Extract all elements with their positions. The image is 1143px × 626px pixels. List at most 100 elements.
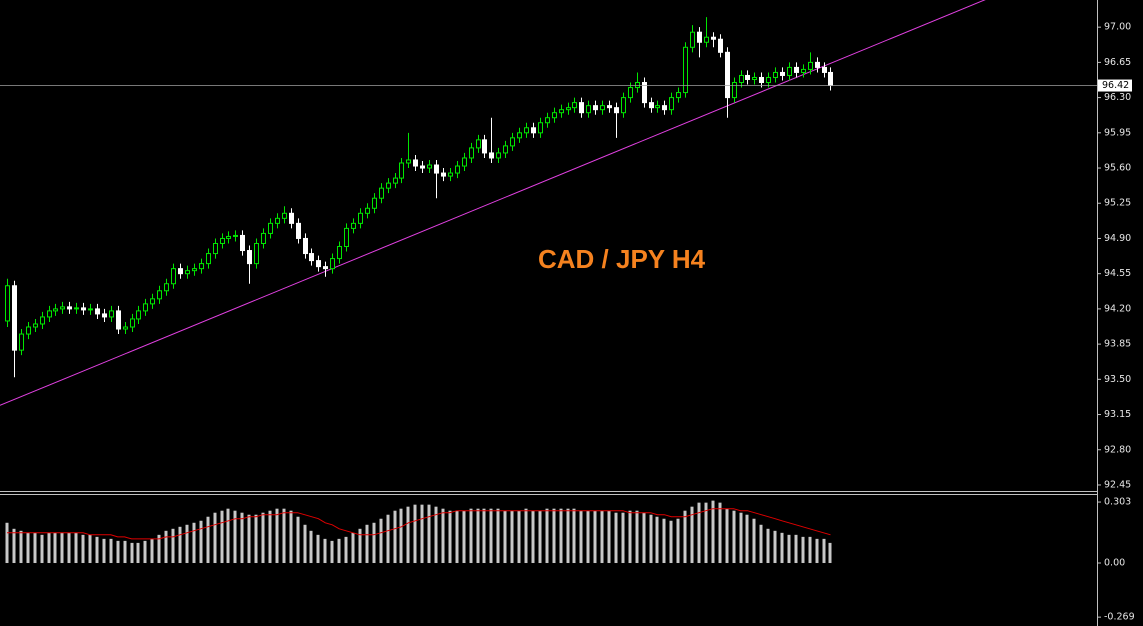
histogram-bar [752, 518, 756, 564]
candle-body [136, 310, 141, 320]
y-tick-label: 95.25 [1104, 198, 1131, 209]
candle-body [462, 157, 467, 167]
trendline [0, 0, 986, 406]
candle-body [676, 92, 681, 99]
candle-body [109, 310, 114, 318]
histogram-bar [81, 534, 85, 564]
histogram-bar [455, 510, 459, 564]
histogram-bar [524, 508, 528, 564]
candle-body [220, 237, 225, 244]
histogram-bar [649, 514, 653, 564]
histogram-bar [220, 510, 224, 564]
candle-body [718, 38, 723, 53]
histogram-bar [828, 542, 832, 564]
histogram-bar [47, 532, 51, 564]
candle-body [496, 152, 501, 159]
histogram-bar [316, 534, 320, 564]
histogram-bar [572, 508, 576, 564]
candle-body [455, 165, 460, 174]
histogram-bar [74, 532, 78, 564]
candle-body [780, 71, 785, 76]
candle-body [157, 290, 162, 300]
candle-body [233, 234, 238, 237]
candle-body [489, 152, 494, 159]
histogram-bar [60, 532, 64, 564]
histogram-bar [282, 508, 286, 564]
histogram-bar [773, 530, 777, 564]
y-tick-label: 95.60 [1104, 163, 1131, 174]
histogram-bar [33, 532, 37, 564]
signal-line [7, 508, 831, 540]
histogram-bar [330, 540, 334, 564]
histogram-bar [40, 534, 44, 564]
histogram-bar [711, 500, 715, 564]
histogram-bar [309, 530, 313, 564]
candle-body [164, 283, 169, 292]
histogram-bar [462, 510, 466, 564]
candle-body [19, 333, 24, 351]
histogram-bar [53, 532, 57, 564]
candle-body [171, 268, 176, 285]
candle-body [662, 105, 667, 111]
candle-body [261, 232, 266, 244]
candle-body [752, 76, 757, 80]
histogram-bar [718, 502, 722, 564]
histogram-bar [379, 518, 383, 564]
candle-body [365, 207, 370, 214]
candle-body [794, 66, 799, 73]
histogram-bar [503, 510, 507, 564]
histogram-bar [136, 542, 140, 564]
candle-body [725, 51, 730, 99]
candle-body [386, 182, 391, 189]
candle-body [621, 97, 626, 114]
histogram-bar [697, 502, 701, 564]
candle-body [607, 105, 612, 109]
histogram-bar [559, 508, 563, 564]
candle-body [213, 242, 218, 255]
candle-body [316, 260, 321, 268]
candle-body [517, 132, 522, 139]
y-tick-label: 96.65 [1104, 57, 1131, 68]
candle-body [247, 250, 252, 265]
candle-body [393, 177, 398, 184]
candle-body [116, 310, 121, 330]
histogram-bar [226, 508, 230, 564]
histogram-bar [607, 510, 611, 564]
histogram-bar [787, 534, 791, 564]
histogram-bar [517, 510, 521, 564]
candle-body [26, 326, 31, 335]
histogram-bar [254, 514, 258, 564]
candle-body [566, 107, 571, 111]
histogram-bar [434, 506, 438, 564]
candle-body [572, 102, 577, 109]
histogram-bar [157, 534, 161, 564]
histogram-bar [510, 510, 514, 564]
candle-body [303, 237, 308, 255]
candle-body [130, 318, 135, 328]
histogram-bar [822, 538, 826, 564]
histogram-bar [289, 510, 293, 564]
y-tick-label: 94.20 [1104, 303, 1131, 314]
histogram-bar [489, 508, 493, 564]
candle-body [206, 253, 211, 265]
candle-body [766, 76, 771, 84]
histogram-bar [88, 534, 92, 564]
candle-body [102, 313, 107, 318]
candle-body [12, 285, 17, 351]
candle-body [344, 227, 349, 248]
y-tick-label: 92.45 [1104, 479, 1131, 490]
histogram-bar [794, 534, 798, 564]
candle-body [358, 212, 363, 224]
main-pane [0, 0, 1097, 406]
last-price-label: 96.42 [1102, 80, 1129, 91]
candle-body [81, 307, 86, 311]
histogram-bar [642, 512, 646, 564]
candle-body [33, 323, 38, 328]
candle-body [649, 102, 654, 109]
histogram-bar [199, 520, 203, 564]
candle-body [538, 122, 543, 134]
candle-body [185, 270, 190, 275]
histogram-bar [759, 524, 763, 564]
candle-body [503, 145, 508, 154]
